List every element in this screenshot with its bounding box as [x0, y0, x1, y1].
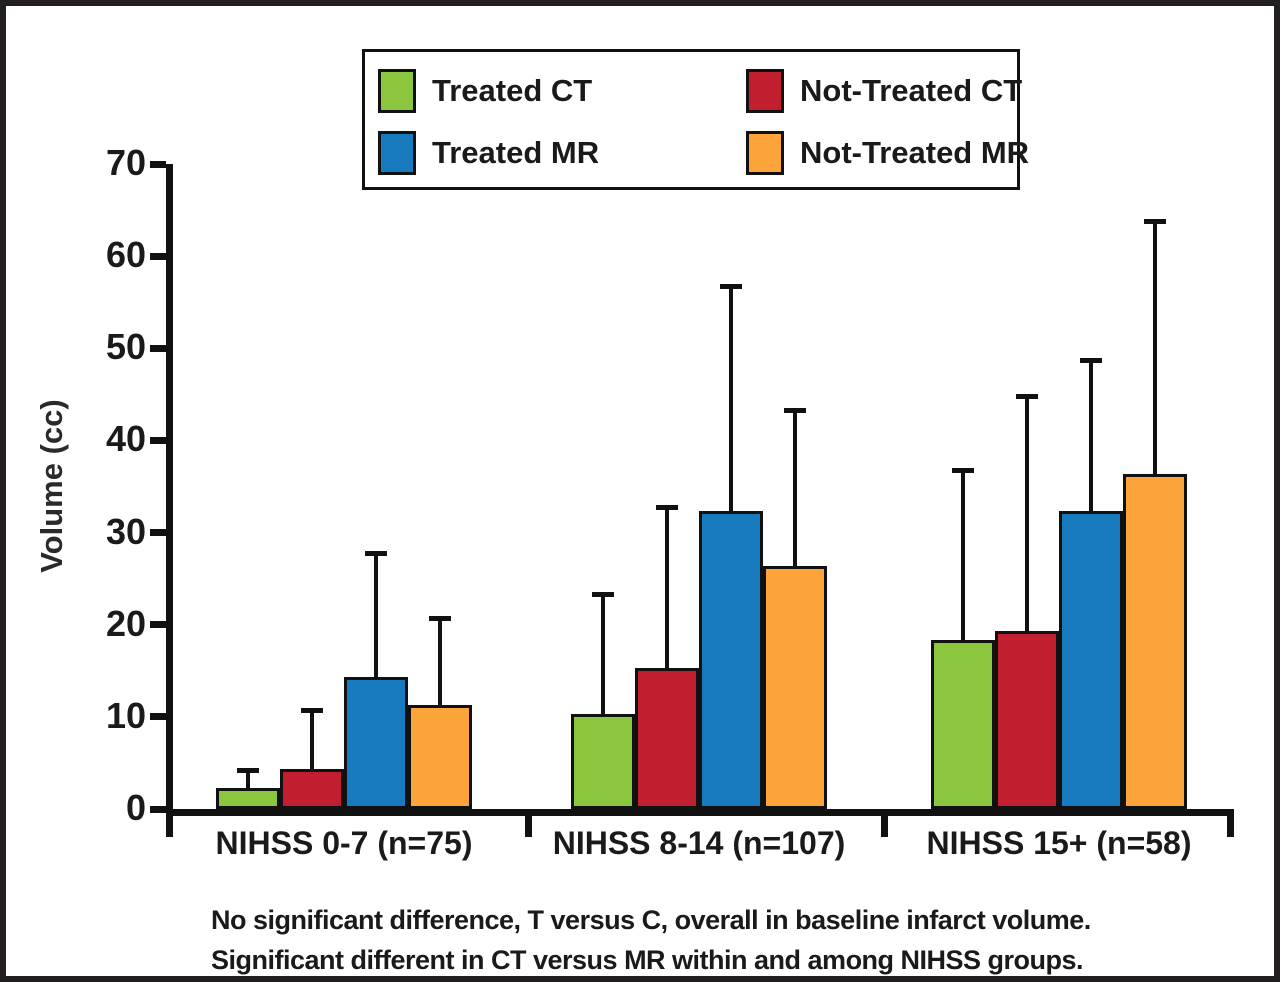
error-bar-stem-treated-ct — [961, 468, 965, 644]
error-bar-stem-not-treated-ct — [310, 707, 314, 773]
error-bar-cap-not-treated-ct — [656, 504, 678, 510]
footnote: No significant difference, T versus C, o… — [211, 900, 1231, 976]
y-tick-label: 60 — [105, 234, 146, 276]
error-bar-stem-treated-mr — [374, 551, 378, 680]
x-axis-tick — [166, 816, 173, 837]
legend-item-label: Not-Treated CT — [800, 73, 1023, 108]
x-axis-tick — [881, 816, 888, 837]
bar-not-treated-mr-nihss-8-14-n-107 — [763, 566, 827, 809]
bar-treated-mr-nihss-15-n-58 — [1059, 511, 1123, 809]
error-bar-cap-not-treated-mr — [1144, 219, 1166, 225]
plot-area: 0 10 20 30 40 50 60 70 NIHSS 0-7 (n=75) NIHSS 8-1… — [106, 145, 1234, 861]
bar-treated-mr-nihss-8-14-n-107 — [699, 511, 763, 809]
error-bar-stem-not-treated-ct — [1025, 394, 1029, 634]
y-tick-label: 70 — [105, 142, 146, 183]
y-tick — [150, 160, 166, 168]
bar-group-nihss-0-7-n-75 — [216, 164, 472, 809]
legend-item-not-treated-ct: Not-Treated CT — [746, 65, 1029, 117]
error-bar-cap-not-treated-mr — [784, 408, 806, 414]
y-tick-label: 30 — [105, 510, 146, 552]
error-bar-stem-not-treated-mr — [793, 408, 797, 570]
y-tick-label: 50 — [105, 326, 146, 368]
bar-group-nihss-15-n-58 — [931, 164, 1187, 809]
legend-swatch-not-treated-mr — [746, 131, 784, 175]
footnote-line-1: No significant difference, T versus C, o… — [211, 905, 1091, 935]
error-bar-cap-treated-mr — [365, 551, 387, 556]
error-bar-cap-treated-mr — [1080, 357, 1102, 363]
error-bar-cap-not-treated-ct — [301, 707, 323, 713]
legend-swatch-treated-ct — [378, 69, 416, 113]
error-bar-stem-not-treated-mr — [438, 615, 442, 708]
legend-item-treated-mr: Treated MR — [378, 127, 746, 179]
y-tick — [150, 713, 166, 721]
x-axis-tick — [525, 816, 532, 837]
y-tick-label: 40 — [105, 418, 146, 460]
legend-item-label: Not-Treated MR — [800, 135, 1030, 170]
x-axis-label: NIHSS 8-14 (n=107) — [552, 825, 846, 861]
legend-swatch-not-treated-ct — [746, 69, 784, 113]
bar-group-nihss-8-14-n-107 — [571, 164, 827, 809]
bar-treated-mr-nihss-0-7-n-75 — [344, 677, 408, 809]
legend-box: Treated CT Not-Treated CT Treated MR Not-Tr… — [362, 49, 1029, 190]
y-tick — [150, 529, 166, 537]
error-bar-stem-treated-ct — [601, 592, 605, 717]
bar-not-treated-ct-nihss-8-14-n-107 — [635, 667, 699, 809]
legend-item-treated-ct: Treated CT — [378, 65, 746, 117]
legend-swatch-treated-mr — [378, 131, 416, 175]
bar-treated-ct-nihss-15-n-58 — [931, 640, 995, 809]
y-tick-label: 10 — [105, 694, 146, 736]
x-axis-label: NIHSS 0-7 (n=75) — [215, 825, 473, 861]
error-bar-cap-treated-ct — [592, 592, 614, 598]
legend-item-label: Treated CT — [432, 73, 593, 108]
bar-not-treated-ct-nihss-0-7-n-75 — [280, 769, 344, 809]
x-axis-tick — [1227, 816, 1234, 837]
bar-not-treated-mr-nihss-15-n-58 — [1123, 474, 1187, 809]
error-bar-stem-not-treated-mr — [1153, 219, 1157, 478]
y-tick — [150, 436, 166, 444]
y-tick-label: 20 — [105, 602, 146, 644]
error-bar-stem-not-treated-ct — [665, 504, 669, 671]
bar-not-treated-ct-nihss-15-n-58 — [995, 630, 1059, 809]
bar-treated-ct-nihss-8-14-n-107 — [571, 713, 635, 809]
error-bar-stem-treated-mr — [1089, 357, 1093, 515]
x-axis-label: NIHSS 15+ (n=58) — [926, 825, 1192, 861]
error-bar-cap-not-treated-ct — [1016, 394, 1038, 400]
legend-item-not-treated-mr: Not-Treated MR — [746, 127, 1029, 179]
y-tick — [150, 805, 166, 813]
footnote-line-2: Significant different in CT versus MR wi… — [211, 945, 1084, 975]
error-bar-cap-not-treated-mr — [429, 615, 451, 621]
error-bar-cap-treated-mr — [720, 283, 742, 289]
error-bar-stem-treated-mr — [729, 283, 733, 515]
bar-treated-ct-nihss-0-7-n-75 — [216, 787, 280, 809]
y-tick-label: 0 — [125, 787, 146, 828]
legend-item-label: Treated MR — [432, 135, 600, 170]
error-bar-cap-treated-ct — [952, 468, 974, 474]
bar-not-treated-mr-nihss-0-7-n-75 — [408, 704, 472, 809]
y-tick — [150, 252, 166, 260]
error-bar-cap-treated-ct — [237, 767, 259, 773]
y-tick — [150, 344, 166, 352]
error-bar-stem-treated-ct — [246, 767, 250, 791]
y-tick — [150, 621, 166, 629]
